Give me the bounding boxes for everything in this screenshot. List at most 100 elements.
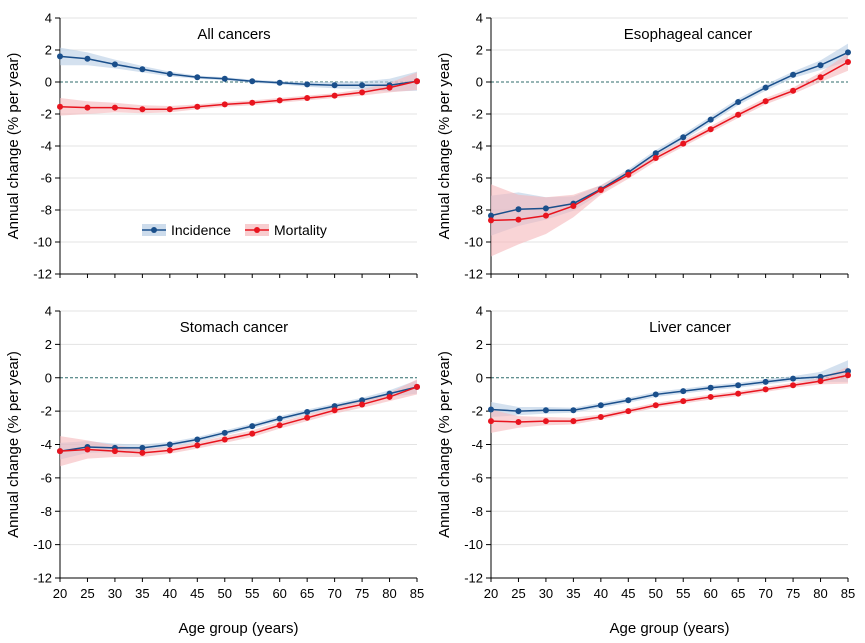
data-point-mortality	[139, 106, 146, 113]
series-line-incidence	[490, 51, 849, 217]
data-point-mortality	[652, 402, 659, 409]
legend-label: Incidence	[171, 222, 231, 238]
data-point-incidence	[515, 408, 522, 415]
x-tick-label: 70	[327, 586, 341, 601]
x-tick-label: 65	[731, 586, 745, 601]
x-tick-label: 60	[703, 586, 717, 601]
x-tick-label: 55	[676, 586, 690, 601]
x-tick-label: 20	[484, 586, 498, 601]
series-line-incidence	[59, 55, 418, 86]
data-point-incidence	[359, 397, 366, 404]
data-point-mortality	[817, 74, 824, 81]
y-tick-label: -12	[33, 571, 52, 586]
y-tick-label: -4	[471, 139, 483, 154]
data-point-incidence	[304, 81, 311, 88]
x-tick-label: 25	[80, 586, 94, 601]
y-tick-label: -6	[40, 171, 52, 186]
data-point-mortality	[166, 106, 173, 113]
x-tick-label: 50	[649, 586, 663, 601]
y-tick-label: -10	[33, 537, 52, 552]
y-tick-label: 4	[45, 304, 52, 319]
x-tick-label: 40	[594, 586, 608, 601]
data-point-mortality	[762, 386, 769, 393]
data-point-mortality	[515, 418, 522, 425]
x-tick-label: 80	[813, 586, 827, 601]
x-tick-label: 20	[53, 586, 67, 601]
confidence-band-mortality	[60, 379, 417, 467]
y-axis-label: Annual change (% per year)	[5, 351, 22, 538]
data-point-mortality	[414, 78, 420, 85]
confidence-band-mortality	[491, 53, 848, 257]
x-tick-label: 45	[621, 586, 635, 601]
data-point-incidence	[139, 444, 146, 451]
data-point-incidence	[735, 382, 742, 389]
y-tick-label: -8	[40, 203, 52, 218]
data-point-mortality	[762, 98, 769, 105]
x-tick-label: 40	[163, 586, 177, 601]
data-point-incidence	[111, 61, 118, 68]
data-point-mortality	[680, 398, 687, 405]
data-point-mortality	[84, 104, 91, 111]
data-point-mortality	[680, 140, 687, 147]
data-point-mortality	[790, 382, 797, 389]
data-point-mortality	[359, 89, 366, 96]
y-tick-label: -12	[33, 267, 52, 282]
data-point-mortality	[139, 449, 146, 456]
data-point-mortality	[570, 418, 577, 425]
data-point-mortality	[194, 442, 201, 449]
y-tick-label: -2	[471, 404, 483, 419]
x-axis-label: Age group (years)	[178, 620, 298, 637]
y-tick-label: -2	[471, 107, 483, 122]
data-point-mortality	[57, 448, 63, 455]
y-axis-label: Annual change (% per year)	[436, 351, 453, 538]
data-point-mortality	[790, 87, 797, 94]
data-point-mortality	[111, 448, 118, 455]
x-tick-label: 35	[135, 586, 149, 601]
x-tick-label: 55	[245, 586, 259, 601]
data-point-mortality	[221, 101, 228, 108]
y-tick-label: 4	[476, 304, 483, 319]
data-point-mortality	[386, 84, 393, 91]
data-point-mortality	[845, 59, 851, 65]
data-point-mortality	[488, 418, 494, 425]
y-tick-label: 2	[476, 337, 483, 352]
y-tick-label: 2	[45, 337, 52, 352]
x-tick-label: 70	[758, 586, 772, 601]
data-point-mortality	[735, 390, 742, 397]
y-tick-label: 4	[45, 11, 52, 26]
data-point-incidence	[304, 408, 311, 415]
x-tick-label: 80	[382, 586, 396, 601]
data-point-incidence	[331, 403, 338, 410]
x-tick-label: 75	[355, 586, 369, 601]
panel-title: Stomach cancer	[180, 319, 288, 336]
y-tick-label: -8	[40, 504, 52, 519]
data-point-incidence	[488, 212, 494, 219]
y-tick-label: 0	[45, 75, 52, 90]
data-point-mortality	[359, 401, 366, 408]
data-point-mortality	[276, 422, 283, 429]
data-point-incidence	[221, 429, 228, 436]
data-point-mortality	[570, 203, 577, 209]
x-tick-label: 65	[300, 586, 314, 601]
series-line-incidence	[59, 386, 418, 452]
legend-swatch-marker	[254, 227, 260, 233]
data-point-incidence	[359, 82, 366, 89]
data-point-mortality	[707, 126, 714, 133]
data-point-incidence	[570, 407, 577, 414]
x-tick-label: 85	[410, 586, 424, 601]
data-point-mortality	[845, 372, 851, 379]
data-point-mortality	[542, 418, 549, 425]
data-point-incidence	[488, 406, 494, 413]
data-point-incidence	[276, 415, 283, 422]
data-point-incidence	[817, 62, 824, 69]
y-tick-label: -12	[464, 571, 483, 586]
data-point-mortality	[488, 217, 494, 224]
y-tick-label: -4	[40, 139, 52, 154]
x-tick-label: 75	[786, 586, 800, 601]
data-point-incidence	[762, 378, 769, 385]
y-tick-label: -6	[40, 470, 52, 485]
y-tick-label: -12	[464, 267, 483, 282]
y-tick-label: -4	[471, 437, 483, 452]
